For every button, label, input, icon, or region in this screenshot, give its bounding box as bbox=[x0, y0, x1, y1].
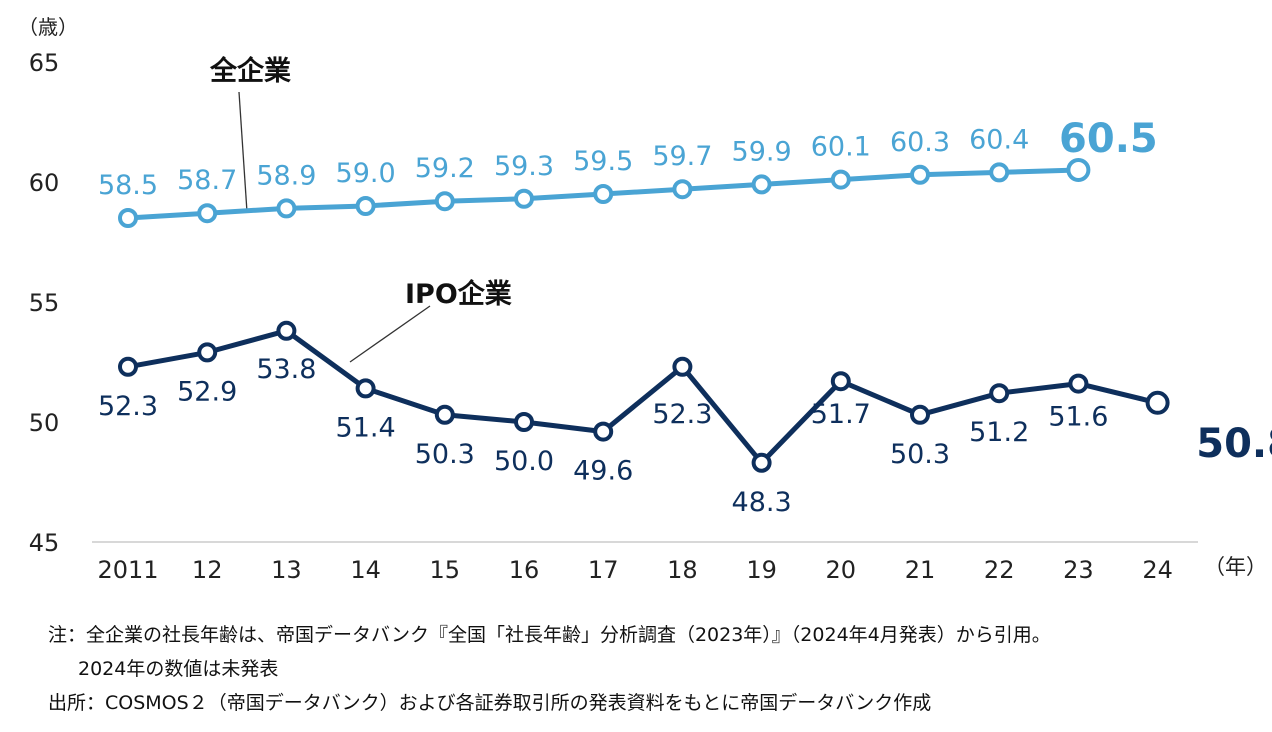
x-tick-label: 12 bbox=[192, 556, 223, 584]
x-tick-label: 2011 bbox=[97, 556, 158, 584]
x-tick-label: 14 bbox=[350, 556, 381, 584]
data-point bbox=[593, 184, 614, 204]
data-label: 52.3 bbox=[98, 391, 158, 422]
legend-leader-line bbox=[349, 305, 431, 363]
data-label: 52.3 bbox=[652, 399, 712, 430]
series-label-ipo-companies: IPO企業 bbox=[405, 278, 512, 310]
data-point bbox=[355, 196, 376, 216]
data-point bbox=[276, 320, 297, 341]
data-label: 59.0 bbox=[336, 158, 396, 189]
data-label: 59.5 bbox=[573, 146, 633, 177]
legend-leader-line bbox=[238, 91, 248, 213]
x-tick-label: 13 bbox=[271, 556, 302, 584]
y-tick-label: 45 bbox=[29, 529, 60, 557]
data-point bbox=[197, 203, 218, 224]
data-label: 59.7 bbox=[652, 141, 712, 172]
data-point bbox=[514, 412, 534, 432]
data-point bbox=[276, 198, 297, 219]
data-label: 60.5 bbox=[1059, 116, 1158, 162]
data-label: 60.3 bbox=[890, 127, 950, 158]
x-tick-label: 18 bbox=[667, 556, 698, 584]
x-tick-label: 24 bbox=[1142, 556, 1173, 584]
x-tick-label: 20 bbox=[826, 556, 857, 584]
data-point bbox=[1145, 390, 1170, 415]
x-tick-label: 21 bbox=[905, 556, 936, 584]
y-axis-unit-label: （歳） bbox=[18, 15, 78, 39]
data-label: 59.2 bbox=[415, 153, 475, 184]
data-label: 53.8 bbox=[256, 354, 316, 385]
data-point bbox=[910, 164, 930, 185]
data-point bbox=[1066, 158, 1091, 182]
x-tick-label: 19 bbox=[746, 556, 777, 584]
data-point bbox=[1068, 373, 1089, 394]
data-point bbox=[989, 162, 1010, 183]
x-tick-label: 16 bbox=[509, 556, 540, 584]
line-chart: （歳） 45 50 55 60 65 2011 12 13 14 15 16 17 18 19 20 21 22 2… bbox=[18, 15, 1272, 584]
data-label: 50.3 bbox=[415, 439, 475, 470]
data-point bbox=[751, 174, 772, 195]
data-point bbox=[830, 371, 851, 392]
note-line-2: 2024年の数値は未発表 bbox=[78, 658, 279, 680]
data-point bbox=[197, 342, 218, 363]
data-point bbox=[910, 404, 930, 425]
data-label: 58.9 bbox=[256, 160, 316, 191]
y-tick-label: 55 bbox=[29, 289, 60, 317]
data-point bbox=[830, 169, 851, 190]
note-line-1: 注：全企業の社長年齢は、帝国データバンク『全国「社長年齢」分析調査（2023年）… bbox=[48, 624, 1051, 646]
data-point bbox=[672, 179, 693, 200]
series-line bbox=[127, 328, 1159, 466]
data-point bbox=[514, 188, 534, 209]
data-point bbox=[118, 208, 138, 228]
data-label: 59.3 bbox=[494, 151, 554, 182]
data-label: 51.2 bbox=[969, 417, 1029, 448]
source-line: 出所：COSMOS２（帝国データバンク）および各証券取引所の発表資料をもとに帝国… bbox=[48, 692, 932, 714]
x-axis-unit-label: （年） bbox=[1204, 555, 1267, 579]
data-point bbox=[989, 383, 1010, 404]
x-tick-label: 17 bbox=[588, 556, 619, 584]
data-label: 49.6 bbox=[573, 456, 633, 487]
data-point bbox=[434, 404, 455, 425]
x-tick-label: 23 bbox=[1063, 556, 1094, 584]
data-point bbox=[118, 356, 138, 377]
x-tick-label: 15 bbox=[430, 556, 461, 584]
data-label: 58.7 bbox=[177, 165, 237, 196]
data-label: 51.4 bbox=[336, 412, 396, 443]
data-point bbox=[672, 356, 693, 377]
data-label: 50.8 bbox=[1196, 421, 1272, 467]
y-tick-label: 50 bbox=[29, 409, 60, 437]
data-label: 58.5 bbox=[98, 170, 158, 201]
y-tick-label: 60 bbox=[29, 169, 60, 197]
data-label: 51.6 bbox=[1048, 402, 1108, 433]
data-label: 59.9 bbox=[732, 136, 792, 167]
data-label: 52.9 bbox=[177, 376, 237, 407]
data-label: 48.3 bbox=[732, 487, 792, 518]
data-label: 60.1 bbox=[811, 132, 871, 163]
data-point bbox=[593, 421, 614, 442]
y-tick-label: 65 bbox=[29, 49, 60, 77]
data-label: 50.3 bbox=[890, 439, 950, 470]
series-label-all-companies: 全企業 bbox=[209, 55, 291, 87]
data-label: 60.4 bbox=[969, 124, 1029, 155]
data-point bbox=[751, 452, 772, 473]
data-label: 51.7 bbox=[811, 399, 871, 430]
data-point bbox=[355, 378, 376, 399]
x-tick-label: 22 bbox=[984, 556, 1015, 584]
data-point bbox=[434, 191, 455, 212]
data-label: 50.0 bbox=[494, 446, 554, 477]
